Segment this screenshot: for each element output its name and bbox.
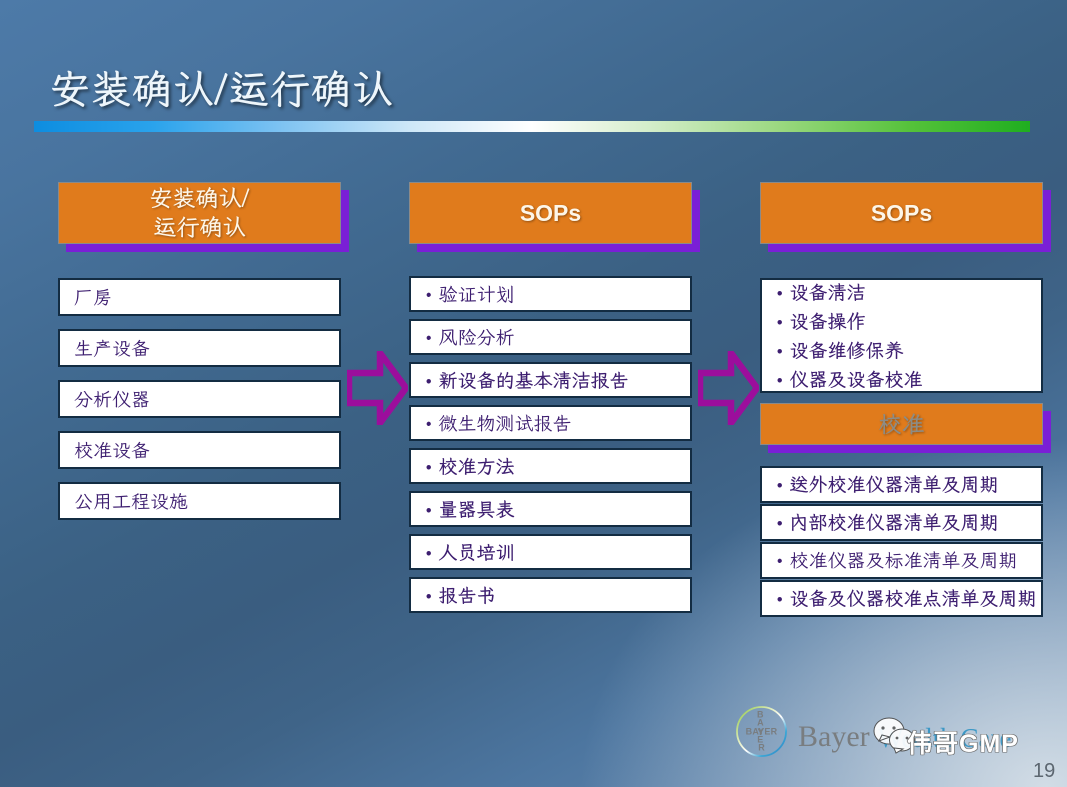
svg-text:B A Y: B A Y E R	[757, 710, 766, 753]
